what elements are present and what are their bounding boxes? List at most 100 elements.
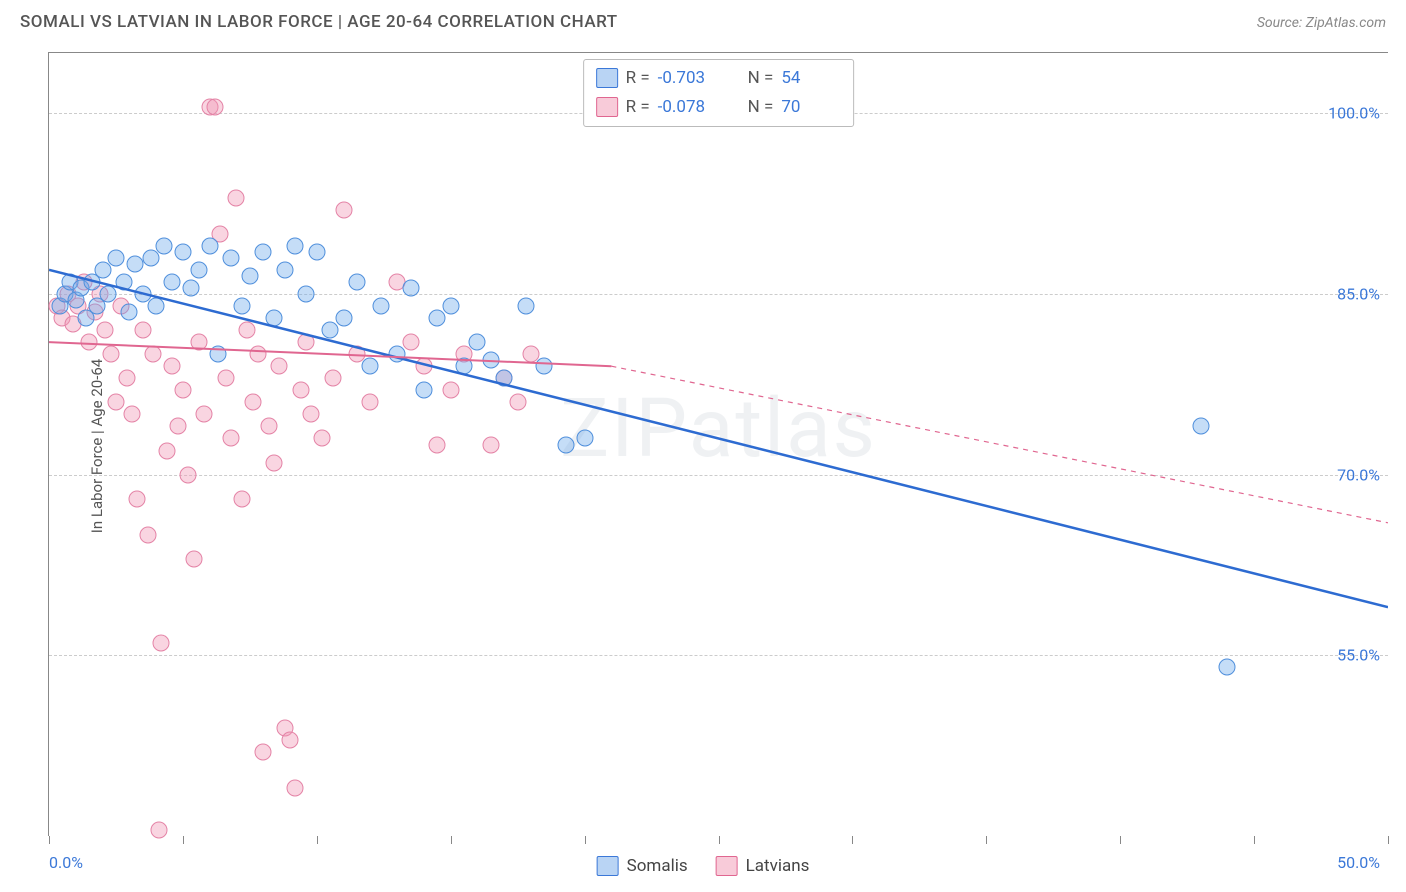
somalis-point (576, 430, 593, 447)
latvians-point (185, 550, 202, 567)
latvians-point (249, 346, 266, 363)
somalis-point (1219, 659, 1236, 676)
latvians-point (97, 322, 114, 339)
legend-label: Somalis (627, 856, 688, 876)
somalis-point (287, 237, 304, 254)
chart-header: SOMALI VS LATVIAN IN LABOR FORCE | AGE 2… (0, 0, 1406, 38)
somalis-point (209, 346, 226, 363)
somalis-point (335, 310, 352, 327)
somalis-point (107, 249, 124, 266)
x-tick (183, 836, 184, 844)
somalis-point (362, 358, 379, 375)
series-legend: Somalis Latvians (597, 856, 810, 876)
latvians-point (134, 322, 151, 339)
latvians-point (150, 821, 167, 838)
somalis-point (174, 243, 191, 260)
somalis-point (255, 243, 272, 260)
somalis-point (402, 279, 419, 296)
y-tick-label: 85.0% (1337, 284, 1380, 303)
latvians-point (102, 346, 119, 363)
latvians-point (265, 454, 282, 471)
somalis-point (373, 297, 390, 314)
latvians-point (164, 358, 181, 375)
x-tick (49, 836, 50, 844)
somalis-point (456, 358, 473, 375)
x-axis-min-label: 0.0% (49, 853, 83, 872)
legend-swatch (596, 97, 618, 117)
latvians-point (196, 406, 213, 423)
legend-row: R =-0.078N =70 (596, 93, 842, 122)
x-tick (451, 836, 452, 844)
n-value: 54 (781, 64, 841, 93)
somalis-point (121, 303, 138, 320)
r-value: -0.078 (658, 93, 718, 122)
legend-item: Somalis (597, 856, 688, 876)
x-tick (1120, 836, 1121, 844)
latvians-point (415, 358, 432, 375)
gridline (49, 475, 1388, 476)
somalis-point (322, 322, 339, 339)
latvians-point (482, 436, 499, 453)
somalis-point (94, 261, 111, 278)
latvians-point (180, 466, 197, 483)
somalis-point (148, 297, 165, 314)
somalis-point (233, 297, 250, 314)
latvians-point (335, 201, 352, 218)
somalis-point (557, 436, 574, 453)
somalis-point (142, 249, 159, 266)
legend-swatch (596, 68, 618, 88)
latvians-point (223, 430, 240, 447)
latvians-point (362, 394, 379, 411)
x-tick (317, 836, 318, 844)
latvians-point (303, 406, 320, 423)
x-tick (1254, 836, 1255, 844)
somalis-point (190, 261, 207, 278)
r-label: R = (626, 64, 650, 93)
somalis-point (241, 267, 258, 284)
somalis-point (126, 255, 143, 272)
latvians-point (239, 322, 256, 339)
latvians-point (118, 370, 135, 387)
somalis-point (517, 297, 534, 314)
legend-swatch (597, 856, 619, 876)
latvians-point (124, 406, 141, 423)
latvians-point (174, 382, 191, 399)
gridline (49, 655, 1388, 656)
latvians-point (255, 743, 272, 760)
latvians-point (402, 334, 419, 351)
somalis-point (469, 334, 486, 351)
somalis-point (348, 273, 365, 290)
latvians-point (153, 635, 170, 652)
r-label: R = (626, 93, 650, 122)
latvians-point (324, 370, 341, 387)
n-value: 70 (781, 93, 841, 122)
latvians-point (145, 346, 162, 363)
gridline (49, 294, 1388, 295)
latvians-point (260, 418, 277, 435)
latvians-point (314, 430, 331, 447)
legend-item: Latvians (716, 856, 810, 876)
latvians-point (169, 418, 186, 435)
latvians-point (140, 526, 157, 543)
somalis-point (164, 273, 181, 290)
somalis-point (1192, 418, 1209, 435)
legend-swatch (716, 856, 738, 876)
x-tick (852, 836, 853, 844)
latvians-point (129, 490, 146, 507)
somalis-point (496, 370, 513, 387)
somalis-point (223, 249, 240, 266)
chart-source: Source: ZipAtlas.com (1257, 15, 1386, 31)
r-value: -0.703 (658, 64, 718, 93)
latvians-point (207, 99, 224, 116)
latvians-point (271, 358, 288, 375)
somalis-point (156, 237, 173, 254)
somalis-point (298, 285, 315, 302)
x-tick (986, 836, 987, 844)
latvians-point (217, 370, 234, 387)
somalis-point (482, 352, 499, 369)
somalis-point (442, 297, 459, 314)
latvians-point (190, 334, 207, 351)
latvians-point (107, 394, 124, 411)
latvians-point (509, 394, 526, 411)
somalis-point (115, 273, 132, 290)
